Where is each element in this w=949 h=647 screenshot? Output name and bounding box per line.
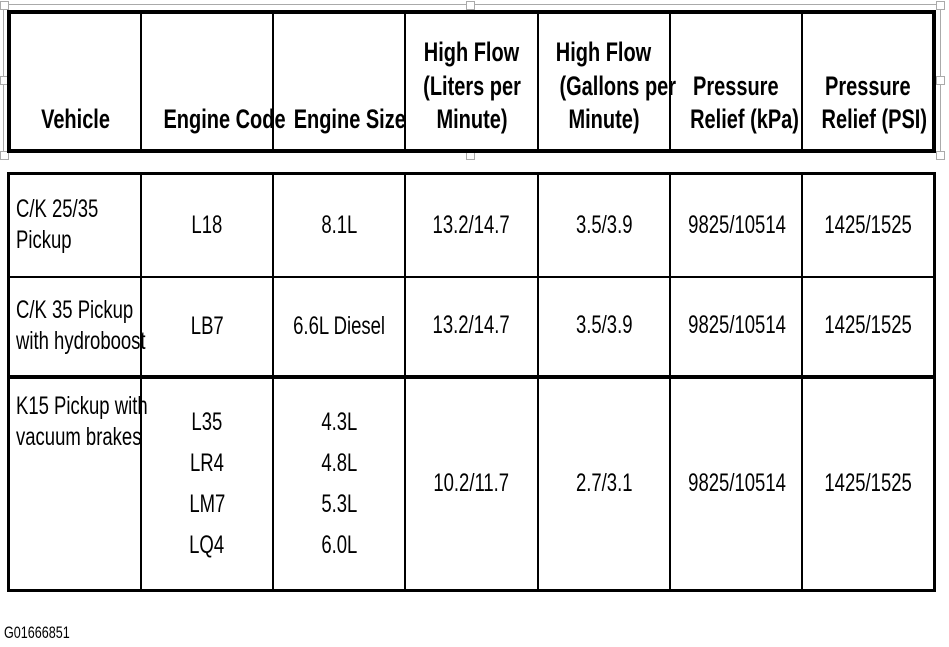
cell-text: 9825/10514: [688, 311, 786, 340]
column-header-text: Relief (PSI): [821, 104, 927, 135]
cell-text: Pickup: [16, 226, 72, 255]
cell-text: 2.7/3.1: [575, 469, 633, 498]
resize-handle[interactable]: [936, 76, 945, 85]
cell-engine-sizes: 4.3L 4.8L 5.3L 6.0L: [272, 374, 407, 592]
cell-text: 10.2/11.7: [433, 469, 510, 498]
cell-text: 6.6L Diesel: [293, 311, 386, 340]
cell-text: 9825/10514: [688, 469, 786, 498]
column-header-text: Engine Code: [163, 104, 286, 135]
column-header: Engine Size: [272, 11, 407, 152]
cell-text: 3.5/3.9: [575, 210, 633, 239]
cell-kpa: 9825/10514: [668, 275, 804, 378]
cell-text: 8.1L: [321, 210, 358, 239]
table-row: K15 Pickup with vacuum brakes L35 LR4 LM7 LQ4…: [7, 374, 936, 592]
cell-psi: 1425/1525: [801, 172, 936, 278]
cell-text: 13.2/14.7: [432, 311, 511, 340]
cell-text: C/K 35 Pickup: [16, 295, 134, 324]
column-header-text: Pressure: [692, 70, 779, 101]
resize-handle[interactable]: [466, 1, 475, 10]
cell-text: 9825/10514: [688, 210, 786, 239]
cell-text: 5.3L: [321, 489, 358, 518]
cell-text: vacuum brakes: [16, 422, 142, 451]
column-header: High Flow (Gallons per Minute): [536, 11, 676, 152]
column-header: Pressure Relief (PSI): [800, 11, 936, 152]
cell-gpm: 3.5/3.9: [536, 275, 671, 378]
cell-engine-codes: LB7: [139, 275, 275, 378]
resize-handle[interactable]: [0, 151, 9, 160]
cell-engine-codes: L35 LR4 LM7 LQ4: [139, 374, 275, 592]
header-table: Vehicle Engine Code Engine Size High Flow (L…: [7, 10, 936, 153]
cell-lpm: 13.2/14.7: [404, 275, 539, 378]
column-header-text: Pressure: [824, 70, 911, 101]
cell-text: 4.3L: [321, 407, 358, 436]
data-table: C/K 25/35 Pickup L18 8.1L 13.2/14.7 3.5/3.9 98…: [7, 172, 936, 592]
cell-text: 1425/1525: [824, 210, 912, 239]
column-header-text: (Gallons per: [559, 70, 676, 101]
resize-handle[interactable]: [0, 1, 9, 10]
cell-psi: 1425/1525: [801, 374, 936, 592]
column-header-text: Minute): [568, 104, 640, 135]
cell-text: 13.2/14.7: [432, 210, 511, 239]
cell-text: K15 Pickup with: [16, 391, 148, 420]
cell-kpa: 9825/10514: [668, 172, 804, 278]
cell-lpm: 10.2/11.7: [404, 374, 539, 592]
figure-id: G01666851: [4, 623, 70, 642]
cell-text: 3.5/3.9: [575, 311, 633, 340]
cell-engine-codes: L18: [139, 172, 275, 278]
cell-engine-sizes: 8.1L: [272, 172, 407, 278]
cell-text: 1425/1525: [824, 311, 912, 340]
cell-text: 1425/1525: [824, 469, 912, 498]
column-header-text: Relief (kPa): [689, 104, 799, 135]
cell-text: LQ4: [189, 530, 225, 559]
column-header-text: High Flow: [423, 36, 520, 67]
column-header: Pressure Relief (kPa): [668, 11, 803, 152]
column-header: Engine Code: [140, 11, 286, 152]
cell-gpm: 2.7/3.1: [536, 374, 671, 592]
cell-text: 4.8L: [321, 448, 358, 477]
cell-vehicle: K15 Pickup with vacuum brakes: [7, 374, 148, 592]
cell-text: LR4: [189, 448, 224, 477]
cell-text: L18: [191, 210, 223, 239]
cell-text: C/K 25/35: [16, 195, 99, 223]
cell-vehicle: C/K 35 Pickup with hydroboost: [7, 275, 146, 378]
column-header: Vehicle: [7, 11, 143, 152]
cell-text: 6.0L: [321, 530, 358, 559]
cell-text: LM7: [188, 489, 225, 518]
column-header: High Flow (Liters per Minute): [404, 11, 539, 152]
column-header-text: Vehicle: [41, 104, 111, 135]
table-row: C/K 25/35 Pickup L18 8.1L 13.2/14.7 3.5/3.9 98…: [7, 172, 936, 278]
resize-handle[interactable]: [936, 151, 945, 160]
cell-text: LB7: [190, 311, 224, 340]
cell-gpm: 3.5/3.9: [536, 172, 671, 278]
column-header-text: Engine Size: [293, 104, 407, 135]
cell-vehicle: C/K 25/35 Pickup: [7, 172, 142, 278]
cell-text: L35: [191, 407, 223, 436]
cell-engine-sizes: 6.6L Diesel: [272, 275, 407, 378]
cell-text: with hydroboost: [16, 327, 146, 355]
column-header-text: High Flow: [555, 36, 652, 67]
column-header-text: (Liters per: [423, 70, 522, 101]
cell-psi: 1425/1525: [801, 275, 936, 378]
column-header-text: Minute): [435, 104, 508, 135]
cell-lpm: 13.2/14.7: [404, 172, 539, 278]
cell-kpa: 9825/10514: [668, 374, 804, 592]
resize-handle[interactable]: [936, 1, 945, 10]
table-row: C/K 35 Pickup with hydroboost LB7 6.6L Dies…: [7, 275, 936, 378]
